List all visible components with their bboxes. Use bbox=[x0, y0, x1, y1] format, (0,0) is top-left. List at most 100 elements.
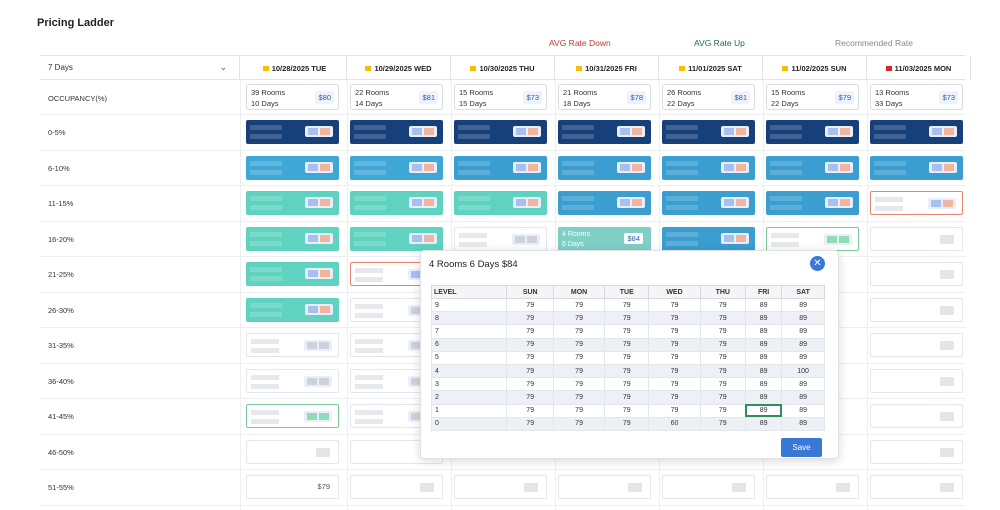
rate-value-cell[interactable]: 89 bbox=[744, 324, 783, 339]
rate-cell[interactable] bbox=[454, 226, 547, 251]
rate-value-cell[interactable]: 79 bbox=[648, 390, 701, 405]
rate-value-cell[interactable]: 79 bbox=[552, 416, 606, 431]
close-icon[interactable]: ✕ bbox=[810, 256, 825, 271]
rate-cell[interactable] bbox=[246, 368, 339, 393]
rate-value-cell[interactable]: 79 bbox=[648, 311, 701, 326]
rate-value-cell[interactable]: 79 bbox=[552, 390, 606, 405]
rate-cell[interactable] bbox=[870, 297, 963, 322]
rate-cell[interactable] bbox=[870, 439, 963, 464]
rate-value-cell[interactable]: 89 bbox=[781, 297, 825, 313]
rate-value-cell[interactable]: 79 bbox=[648, 324, 701, 339]
rate-value-cell[interactable]: 79 bbox=[604, 377, 650, 392]
rate-value-cell[interactable]: 89 bbox=[744, 363, 783, 379]
rate-cell[interactable] bbox=[662, 475, 755, 499]
save-button[interactable]: Save bbox=[781, 438, 822, 457]
rate-cell[interactable] bbox=[870, 191, 963, 215]
rate-value-cell[interactable]: 79 bbox=[552, 337, 606, 352]
rate-cell[interactable] bbox=[870, 262, 963, 286]
rate-value-cell[interactable]: 89 bbox=[781, 416, 825, 431]
rate-value-cell[interactable]: 79 bbox=[604, 297, 650, 313]
rate-value-cell[interactable]: 79 bbox=[604, 403, 650, 418]
rate-value-cell[interactable]: 79 bbox=[604, 311, 650, 326]
rate-value-cell[interactable]: 79 bbox=[506, 311, 554, 326]
rate-value-cell[interactable]: 89 bbox=[781, 311, 825, 326]
rate-value-cell[interactable]: 79 bbox=[506, 363, 554, 379]
rate-cell[interactable] bbox=[766, 155, 859, 180]
rate-value-cell[interactable]: 79 bbox=[506, 390, 554, 405]
rate-cell[interactable] bbox=[454, 155, 547, 180]
rate-cell[interactable] bbox=[766, 475, 859, 499]
rate-value-cell[interactable]: 89 bbox=[781, 324, 825, 339]
rate-cell[interactable] bbox=[870, 226, 963, 251]
selected-rate-cell[interactable]: 4 Rooms 6 Days $84 bbox=[558, 226, 651, 251]
occupancy-summary[interactable]: 21 Rooms 18 Days $78 bbox=[558, 84, 651, 110]
rate-value-cell[interactable]: 79 bbox=[699, 311, 746, 326]
rate-cell[interactable] bbox=[766, 226, 859, 251]
rate-value-cell[interactable]: 79 bbox=[604, 390, 650, 405]
rate-value-cell[interactable]: 89 bbox=[744, 416, 783, 431]
rate-value-cell[interactable]: 89 bbox=[744, 297, 783, 313]
rate-cell[interactable] bbox=[766, 191, 859, 215]
rate-value-cell[interactable]: 79 bbox=[648, 403, 701, 418]
rate-value-cell[interactable]: 89 bbox=[781, 337, 825, 352]
rate-value-cell[interactable]: 79 bbox=[506, 377, 554, 392]
rate-value-cell[interactable]: 89 bbox=[744, 390, 783, 405]
rate-cell[interactable] bbox=[766, 120, 859, 144]
occupancy-summary[interactable]: 22 Rooms 14 Days $81 bbox=[350, 84, 443, 110]
rate-value-cell[interactable]: 89 bbox=[781, 350, 825, 365]
days-select[interactable]: 7 Days ⌄ bbox=[40, 56, 240, 80]
occupancy-summary[interactable]: 13 Rooms 33 Days $73 bbox=[870, 84, 963, 110]
rate-value-cell[interactable]: 79 bbox=[604, 337, 650, 352]
date-column-header[interactable]: 10/28/2025 TUE bbox=[243, 56, 347, 80]
rate-value-cell[interactable]: 79 bbox=[699, 297, 746, 313]
date-column-header[interactable]: 10/31/2025 FRI bbox=[555, 56, 659, 80]
rate-value-cell[interactable]: 89 bbox=[744, 311, 783, 326]
rate-cell[interactable] bbox=[350, 475, 443, 499]
rate-value-cell[interactable]: 79 bbox=[648, 297, 701, 313]
rate-value-cell[interactable]: 79 bbox=[699, 350, 746, 365]
rate-cell[interactable] bbox=[558, 191, 651, 215]
rate-value-cell[interactable]: 79 bbox=[648, 363, 701, 379]
date-column-header[interactable]: 11/01/2025 SAT bbox=[659, 56, 763, 80]
rate-value-cell[interactable]: 79 bbox=[552, 363, 606, 379]
rate-cell[interactable] bbox=[870, 120, 963, 144]
rate-cell[interactable] bbox=[870, 155, 963, 180]
rate-cell[interactable] bbox=[246, 120, 339, 144]
rate-cell[interactable] bbox=[246, 155, 339, 180]
occupancy-summary[interactable]: 15 Rooms 22 Days $79 bbox=[766, 84, 859, 110]
rate-cell[interactable] bbox=[350, 155, 443, 180]
rate-cell[interactable] bbox=[246, 297, 339, 322]
chevron-down-icon[interactable]: ⌄ bbox=[219, 62, 227, 72]
rate-value-cell[interactable]: 79 bbox=[552, 403, 606, 418]
rate-value-cell[interactable]: 79 bbox=[699, 337, 746, 352]
rate-cell[interactable] bbox=[246, 439, 339, 464]
rate-value-cell[interactable]: 89 bbox=[781, 403, 825, 418]
rate-cell[interactable] bbox=[870, 333, 963, 357]
rate-value-cell[interactable]: 79 bbox=[604, 324, 650, 339]
rate-value-cell[interactable]: 79 bbox=[699, 390, 746, 405]
rate-value-cell[interactable]: 79 bbox=[552, 377, 606, 392]
rate-value-cell[interactable]: 79 bbox=[506, 337, 554, 352]
rate-value-cell[interactable]: 79 bbox=[699, 403, 746, 418]
rate-cell[interactable] bbox=[246, 191, 339, 215]
rate-cell[interactable] bbox=[350, 120, 443, 144]
rate-value-cell[interactable]: 79 bbox=[604, 363, 650, 379]
occupancy-summary[interactable]: 15 Rooms 15 Days $73 bbox=[454, 84, 547, 110]
rate-value-cell[interactable]: 89 bbox=[781, 390, 825, 405]
rate-value-cell[interactable]: 79 bbox=[506, 297, 554, 313]
rate-value-cell[interactable]: 79 bbox=[604, 416, 650, 431]
date-column-header[interactable]: 11/02/2025 SUN bbox=[763, 56, 867, 80]
rate-value-cell[interactable]: 79 bbox=[699, 416, 746, 431]
rate-cell[interactable] bbox=[246, 262, 339, 286]
rate-cell[interactable] bbox=[662, 155, 755, 180]
rate-value-cell[interactable]: 79 bbox=[506, 350, 554, 365]
date-column-header[interactable]: 10/30/2025 THU bbox=[451, 56, 555, 80]
rate-value-cell[interactable]: 79 bbox=[699, 324, 746, 339]
rate-value-cell[interactable]: 100 bbox=[781, 363, 825, 379]
occupancy-summary[interactable]: 39 Rooms 10 Days $80 bbox=[246, 84, 339, 110]
rate-cell[interactable] bbox=[350, 226, 443, 251]
rate-value-cell[interactable]: 89 bbox=[744, 403, 783, 418]
rate-cell[interactable] bbox=[662, 226, 755, 251]
rate-cell[interactable] bbox=[870, 368, 963, 393]
rate-value-cell[interactable]: 60 bbox=[648, 416, 701, 431]
